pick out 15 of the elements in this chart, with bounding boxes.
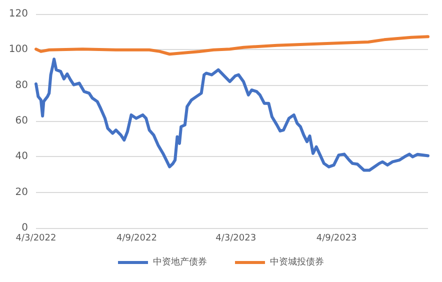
legend-label: 中资城投债券	[270, 256, 324, 268]
y-tick-label: 100	[8, 44, 28, 56]
line-series	[34, 58, 430, 172]
y-tick-label: 80	[15, 80, 28, 91]
x-tick-label: 4/3/2023	[216, 234, 256, 244]
legend-label: 中资地产债券	[153, 256, 207, 268]
y-tick-label: 60	[15, 116, 28, 126]
x-tick-label: 4/9/2022	[116, 234, 157, 244]
y-tick-label: 20	[15, 186, 28, 198]
x-tick-label: 4/9/2023	[316, 234, 357, 244]
y-tick-label: 0	[22, 222, 28, 234]
y-tick-label: 40	[15, 151, 28, 162]
line-series	[34, 35, 430, 56]
x-tick-label: 4/3/2022	[16, 234, 56, 244]
y-tick-label: 120	[8, 8, 28, 20]
